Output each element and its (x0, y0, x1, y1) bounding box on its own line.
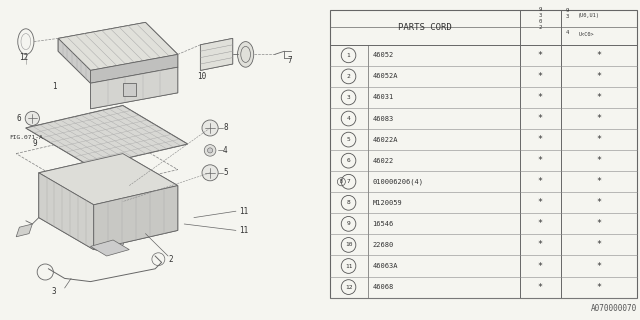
Text: *: * (596, 51, 602, 60)
Text: 46052: 46052 (372, 52, 394, 58)
Text: 2: 2 (347, 74, 351, 79)
Polygon shape (16, 224, 32, 237)
Text: *: * (538, 135, 543, 144)
Circle shape (202, 120, 218, 136)
Text: 9
3: 9 3 (566, 8, 569, 19)
Text: 8: 8 (347, 200, 351, 205)
Polygon shape (26, 106, 188, 166)
Text: 6: 6 (16, 114, 20, 123)
Text: 12: 12 (19, 53, 29, 62)
Text: 46031: 46031 (372, 94, 394, 100)
Text: *: * (596, 283, 602, 292)
Polygon shape (200, 38, 233, 70)
Text: 12: 12 (345, 284, 352, 290)
Text: *: * (538, 283, 543, 292)
Text: *: * (596, 114, 602, 123)
Text: *: * (596, 72, 602, 81)
Text: 10: 10 (345, 243, 352, 247)
Text: 46068: 46068 (372, 284, 394, 290)
Text: 46052A: 46052A (372, 73, 398, 79)
Text: 22680: 22680 (372, 242, 394, 248)
Text: 7: 7 (287, 56, 292, 65)
Ellipse shape (160, 217, 176, 225)
Text: *: * (538, 51, 543, 60)
Text: *: * (596, 240, 602, 249)
Text: *: * (596, 261, 602, 270)
Polygon shape (58, 38, 90, 83)
Text: 1: 1 (52, 82, 56, 91)
Text: *: * (538, 72, 543, 81)
Ellipse shape (237, 42, 253, 67)
Text: 7: 7 (347, 179, 351, 184)
Text: PARTS CORD: PARTS CORD (397, 23, 451, 32)
Text: 9: 9 (347, 221, 351, 226)
Text: *: * (538, 114, 543, 123)
Polygon shape (123, 83, 136, 96)
Text: FIG.071-A: FIG.071-A (10, 135, 44, 140)
Text: *: * (596, 177, 602, 186)
Text: *: * (538, 240, 543, 249)
Text: *: * (596, 93, 602, 102)
Text: 10: 10 (197, 72, 207, 81)
Text: 11: 11 (345, 263, 352, 268)
Polygon shape (93, 186, 178, 250)
Text: 11: 11 (239, 226, 248, 235)
Polygon shape (39, 154, 178, 205)
Polygon shape (90, 240, 129, 256)
Text: B: B (340, 179, 343, 184)
Text: *: * (538, 177, 543, 186)
Circle shape (202, 165, 218, 181)
Text: *: * (596, 156, 602, 165)
Text: 9
3
0
2: 9 3 0 2 (539, 7, 542, 29)
Text: (U0,U1): (U0,U1) (578, 13, 600, 18)
Text: 2: 2 (168, 255, 173, 264)
Circle shape (25, 111, 40, 125)
Text: 46063A: 46063A (372, 263, 398, 269)
Text: *: * (538, 261, 543, 270)
Text: 46022: 46022 (372, 158, 394, 164)
Text: *: * (596, 198, 602, 207)
Text: *: * (596, 220, 602, 228)
Text: *: * (538, 198, 543, 207)
Text: 010006206(4): 010006206(4) (372, 179, 423, 185)
Text: 3: 3 (52, 287, 56, 296)
Text: 46083: 46083 (372, 116, 394, 122)
Text: 11: 11 (239, 207, 248, 216)
Text: *: * (538, 220, 543, 228)
Text: 9: 9 (32, 140, 37, 148)
Text: 8: 8 (223, 124, 228, 132)
Text: 6: 6 (347, 158, 351, 163)
Polygon shape (39, 173, 93, 250)
Text: 4: 4 (223, 146, 228, 155)
Polygon shape (90, 67, 178, 109)
Text: *: * (538, 156, 543, 165)
Text: U<C0>: U<C0> (578, 32, 594, 37)
Text: *: * (596, 135, 602, 144)
Polygon shape (58, 22, 178, 70)
Text: 5: 5 (347, 137, 351, 142)
Text: M120059: M120059 (372, 200, 402, 206)
Text: 4: 4 (566, 30, 569, 35)
Text: 46022A: 46022A (372, 137, 398, 143)
Text: 5: 5 (223, 168, 228, 177)
Polygon shape (90, 54, 178, 83)
Text: 1: 1 (347, 53, 351, 58)
Circle shape (207, 148, 212, 153)
Text: 3: 3 (347, 95, 351, 100)
Text: *: * (538, 93, 543, 102)
Circle shape (93, 243, 101, 250)
Text: 16546: 16546 (372, 221, 394, 227)
Circle shape (204, 145, 216, 156)
Text: 4: 4 (347, 116, 351, 121)
Text: A070000070: A070000070 (591, 304, 637, 313)
Circle shape (116, 239, 124, 247)
Ellipse shape (139, 224, 152, 230)
